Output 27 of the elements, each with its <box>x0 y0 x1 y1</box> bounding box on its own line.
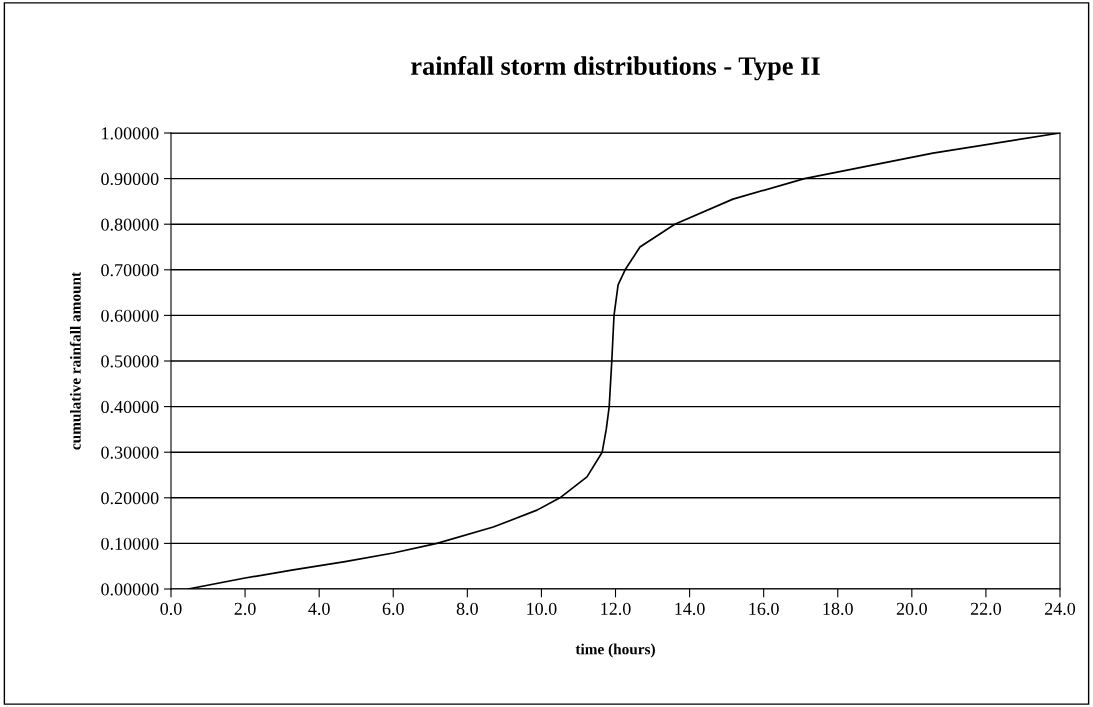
y-tick-label: 1.00000 <box>102 127 159 140</box>
y-axis-title: cumulative rainfall amount <box>69 271 81 450</box>
x-tick-label: 24.0 <box>1044 602 1076 615</box>
y-tick-label: 0.10000 <box>101 537 159 550</box>
y-tick-label: 0.20000 <box>101 492 159 505</box>
x-axis-title: time (hours) <box>575 643 655 658</box>
x-tick-label: 16.0 <box>749 602 779 615</box>
x-tick-label: 12.0 <box>601 602 631 615</box>
x-tick-label: 18.0 <box>823 602 853 615</box>
y-tick-label: 0.40000 <box>101 400 159 414</box>
y-tick-label: 0.30000 <box>101 446 159 459</box>
x-tick-label: 20.0 <box>896 602 927 615</box>
x-tick-label: 0.0 <box>160 602 182 615</box>
y-tick-label: 0.80000 <box>101 218 159 231</box>
y-tick-label: 0.90000 <box>101 172 159 186</box>
x-tick-label: 22.0 <box>970 602 1002 615</box>
x-tick-label: 6.0 <box>382 602 404 615</box>
x-tick-label: 2.0 <box>234 602 256 615</box>
x-tick-label: 4.0 <box>308 602 330 615</box>
chart-title: rainfall storm distributions - Type II <box>411 56 820 81</box>
x-tick-label: 10.0 <box>527 602 557 615</box>
y-tick-label: 0.50000 <box>101 355 159 368</box>
x-tick-label: 14.0 <box>675 602 705 615</box>
y-tick-label: 0.00000 <box>101 583 159 596</box>
x-tick-label: 8.0 <box>456 602 478 615</box>
y-tick-label: 0.70000 <box>101 264 159 277</box>
y-tick-label: 0.60000 <box>101 309 159 322</box>
